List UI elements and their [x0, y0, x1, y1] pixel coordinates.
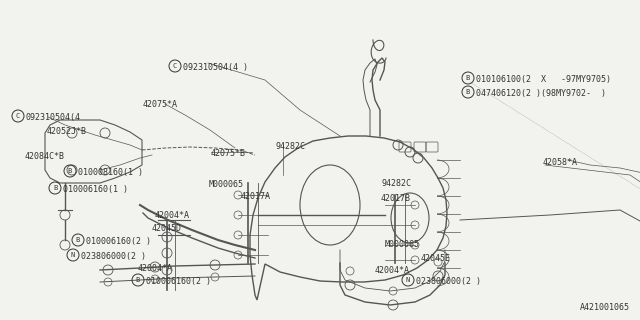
Text: N: N: [406, 277, 410, 283]
Text: M000065: M000065: [385, 240, 420, 249]
Text: N: N: [71, 252, 75, 258]
Text: 42075*B: 42075*B: [211, 149, 246, 158]
Text: A421001065: A421001065: [580, 303, 630, 312]
Text: 42004*A: 42004*A: [155, 211, 190, 220]
Text: 42075*A: 42075*A: [143, 100, 178, 109]
Text: 010106100(2  X   -97MY9705): 010106100(2 X -97MY9705): [476, 75, 611, 84]
Text: 42004*A: 42004*A: [375, 266, 410, 275]
Text: 023806000(2 ): 023806000(2 ): [81, 252, 146, 261]
Text: 42045D: 42045D: [152, 224, 182, 233]
Text: 94282C: 94282C: [275, 142, 305, 151]
Text: 42052J*B: 42052J*B: [47, 127, 87, 136]
Text: C: C: [16, 113, 20, 119]
Text: 023806000(2 ): 023806000(2 ): [416, 277, 481, 286]
Text: 092310504(4 ): 092310504(4 ): [183, 63, 248, 72]
Text: B: B: [466, 89, 470, 95]
Text: 010008160(1 ): 010008160(1 ): [78, 168, 143, 177]
Text: B: B: [136, 277, 140, 283]
Text: 94282C: 94282C: [381, 179, 411, 188]
Text: B: B: [53, 185, 57, 191]
Text: B: B: [76, 237, 80, 243]
Text: 010006160(2 ): 010006160(2 ): [146, 277, 211, 286]
Text: 42045E: 42045E: [421, 254, 451, 263]
Text: 42084C*B: 42084C*B: [25, 152, 65, 161]
Text: 010006160(2 ): 010006160(2 ): [86, 237, 151, 246]
Text: M000065: M000065: [209, 180, 244, 189]
Text: 010006160(1 ): 010006160(1 ): [63, 185, 128, 194]
Text: B: B: [68, 168, 72, 174]
Text: 42017B: 42017B: [381, 194, 411, 203]
Text: 047406120(2 )(98MY9702-  ): 047406120(2 )(98MY9702- ): [476, 89, 606, 98]
Text: 092310504(4: 092310504(4: [26, 113, 81, 122]
Text: B: B: [466, 75, 470, 81]
Text: 42017A: 42017A: [241, 192, 271, 201]
Text: 42058*A: 42058*A: [543, 158, 578, 167]
Text: C: C: [173, 63, 177, 69]
Text: 42004*A: 42004*A: [138, 264, 173, 273]
